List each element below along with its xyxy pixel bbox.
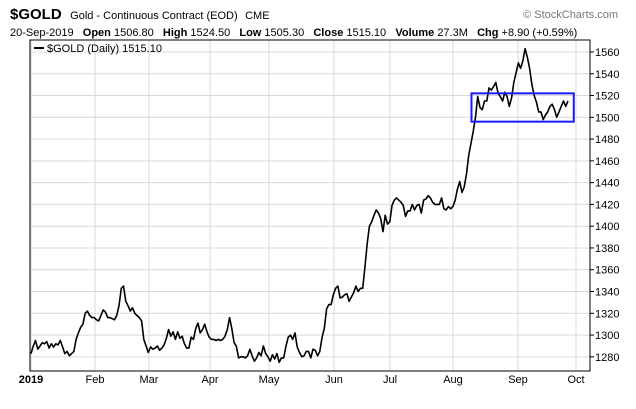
- volume-label: Volume: [395, 27, 435, 39]
- y-tick-label: 1300: [595, 330, 619, 342]
- change-value: +8.90 (+0.59%): [501, 27, 578, 39]
- y-tick-label: 1280: [595, 352, 619, 364]
- open-value: 1506.80: [113, 27, 154, 39]
- high-label: High: [162, 27, 188, 39]
- y-tick-label: 1540: [595, 69, 619, 81]
- y-tick-label: 1460: [595, 156, 619, 168]
- quote-date: 20-Sep-2019: [10, 27, 74, 39]
- plot-frame: [29, 39, 591, 372]
- y-tick-label: 1400: [595, 221, 619, 233]
- y-tick-label: 1560: [595, 47, 619, 59]
- high-value: 1524.50: [190, 27, 231, 39]
- y-axis: 1280 1300 1320 1340 1360 1380 1400 1420 1440 1460…: [590, 47, 619, 364]
- exchange-label: CME: [245, 10, 270, 22]
- change-label: Chg: [477, 27, 499, 39]
- grid-lines: [30, 40, 590, 371]
- contract-description: Gold - Continuous Contract (EOD): [70, 10, 238, 22]
- gold-price-line: [30, 47, 569, 364]
- x-tick-label: 2019: [19, 374, 43, 386]
- x-tick-label: Mar: [140, 374, 159, 386]
- ticker-symbol: $GOLD: [10, 6, 62, 23]
- x-tick-label: Jun: [325, 374, 343, 386]
- quote-stats: 20-Sep-2019 Open 1506.80 High 1524.50 Lo…: [10, 27, 577, 39]
- chart-header: $GOLD Gold - Continuous Contract (EOD) C…: [10, 6, 270, 24]
- volume-value: 27.3M: [437, 27, 468, 39]
- x-tick-label: Aug: [443, 374, 463, 386]
- open-label: Open: [82, 27, 111, 39]
- y-tick-label: 1320: [595, 308, 619, 320]
- y-tick-label: 1500: [595, 112, 619, 124]
- x-tick-label: Apr: [201, 374, 218, 386]
- y-tick-label: 1440: [595, 178, 619, 190]
- y-tick-label: 1420: [595, 199, 619, 211]
- low-label: Low: [239, 27, 262, 39]
- low-value: 1505.30: [264, 27, 305, 39]
- x-tick-label: Jul: [383, 374, 397, 386]
- y-tick-label: 1360: [595, 265, 619, 277]
- brand-watermark: © StockCharts.com: [523, 9, 618, 21]
- y-tick-label: 1520: [595, 91, 619, 103]
- x-tick-label: Feb: [86, 374, 105, 386]
- x-tick-label: Oct: [567, 374, 584, 386]
- y-tick-label: 1380: [595, 243, 619, 255]
- close-value: 1515.10: [346, 27, 387, 39]
- x-axis: 2019 Feb Mar Apr May Jun Jul Aug Sep Oct: [19, 374, 585, 386]
- y-tick-label: 1480: [595, 134, 619, 146]
- legend-label: $GOLD (Daily) 1515.10: [47, 43, 162, 55]
- x-tick-label: May: [259, 374, 280, 386]
- close-label: Close: [313, 27, 344, 39]
- x-tick-label: Sep: [508, 374, 528, 386]
- highlight-box: [470, 92, 575, 123]
- y-tick-label: 1340: [595, 287, 619, 299]
